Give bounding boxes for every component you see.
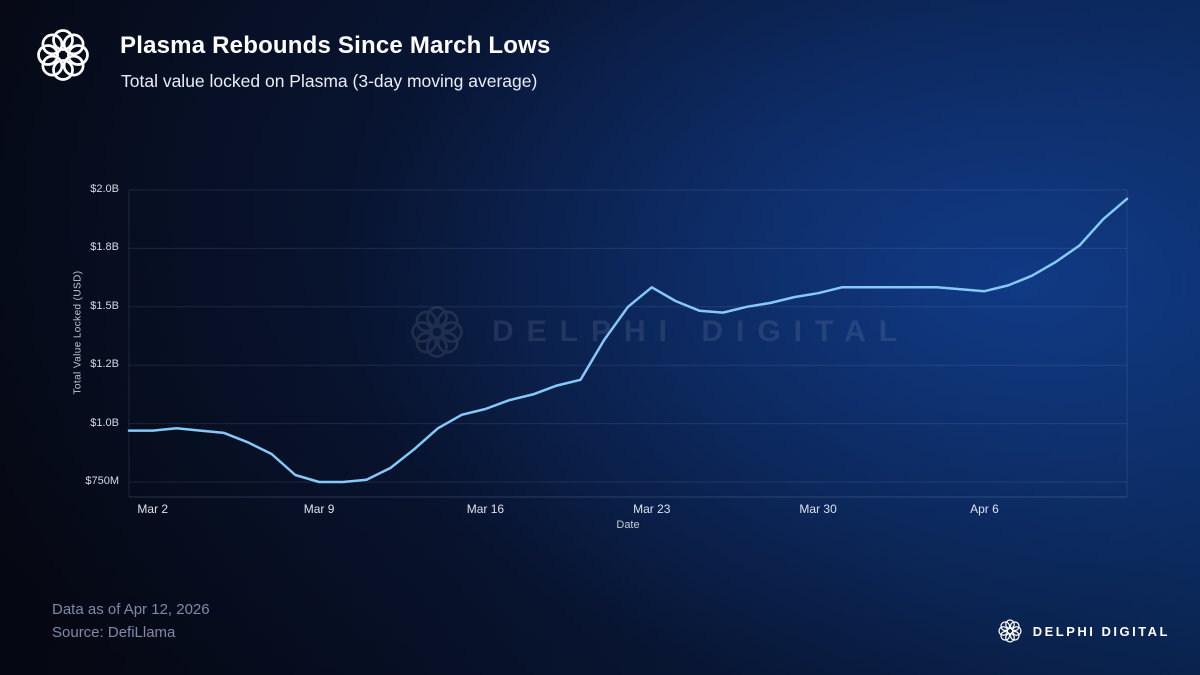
x-tick-label: Mar 9 (303, 502, 335, 516)
y-tick-label: $1.5B (90, 299, 119, 312)
x-axis-title: Date (616, 519, 640, 531)
y-tick-label: $2.0B (90, 183, 119, 195)
chart-title: Plasma Rebounds Since March Lows (120, 32, 551, 59)
x-tick-label: Mar 30 (799, 502, 837, 516)
y-tick-label: $1.0B (90, 416, 119, 429)
y-tick-label: $1.2B (90, 358, 119, 371)
data-as-of-note: Data as of Apr 12, 2026 (52, 601, 210, 618)
y-tick-label: $1.8B (90, 241, 119, 254)
x-tick-label: Mar 16 (466, 502, 505, 516)
y-axis-title: Total Value Locked (USD) (72, 270, 84, 395)
y-tick-label: $750M (85, 475, 119, 487)
tvl-line-series (127, 197, 1129, 484)
chart-subtitle: Total value locked on Plasma (3-day movi… (121, 71, 538, 91)
brand-wordmark: DELPHI DIGITAL (1032, 623, 1170, 639)
brand-lockup: DELPHI DIGITAL (997, 618, 1170, 644)
source-note: Source: DefiLlama (52, 624, 176, 641)
x-tick-label: Mar 2 (137, 502, 169, 516)
x-tick-label: Apr 6 (970, 502, 999, 516)
brand-logo-icon (998, 619, 1022, 643)
x-tick-label: Mar 23 (633, 502, 671, 516)
